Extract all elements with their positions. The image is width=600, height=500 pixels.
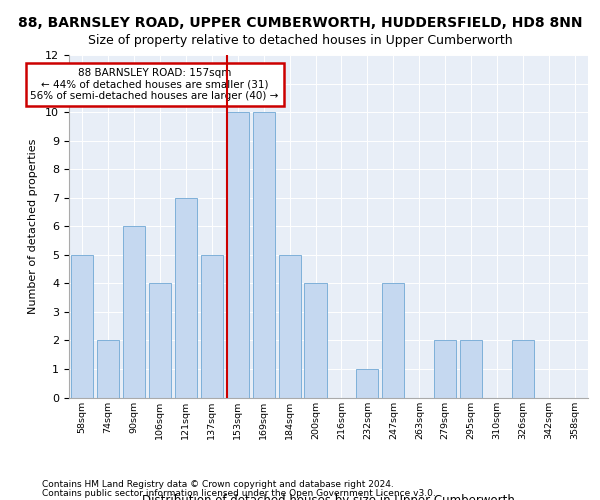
Bar — [382, 284, 404, 398]
Bar — [97, 340, 119, 398]
Text: Size of property relative to detached houses in Upper Cumberworth: Size of property relative to detached ho… — [88, 34, 512, 47]
Bar — [149, 284, 171, 398]
X-axis label: Distribution of detached houses by size in Upper Cumberworth: Distribution of detached houses by size … — [142, 494, 515, 500]
Bar — [71, 255, 93, 398]
Text: 88 BARNSLEY ROAD: 157sqm
← 44% of detached houses are smaller (31)
56% of semi-d: 88 BARNSLEY ROAD: 157sqm ← 44% of detach… — [31, 68, 279, 101]
Bar — [227, 112, 249, 398]
Bar — [175, 198, 197, 398]
Text: Contains public sector information licensed under the Open Government Licence v3: Contains public sector information licen… — [42, 488, 436, 498]
Bar — [460, 340, 482, 398]
Y-axis label: Number of detached properties: Number of detached properties — [28, 138, 38, 314]
Text: Contains HM Land Registry data © Crown copyright and database right 2024.: Contains HM Land Registry data © Crown c… — [42, 480, 394, 489]
Bar — [356, 369, 379, 398]
Bar — [278, 255, 301, 398]
Bar — [253, 112, 275, 398]
Bar — [123, 226, 145, 398]
Bar — [434, 340, 457, 398]
Bar — [512, 340, 534, 398]
Bar — [304, 284, 326, 398]
Bar — [200, 255, 223, 398]
Text: 88, BARNSLEY ROAD, UPPER CUMBERWORTH, HUDDERSFIELD, HD8 8NN: 88, BARNSLEY ROAD, UPPER CUMBERWORTH, HU… — [18, 16, 582, 30]
